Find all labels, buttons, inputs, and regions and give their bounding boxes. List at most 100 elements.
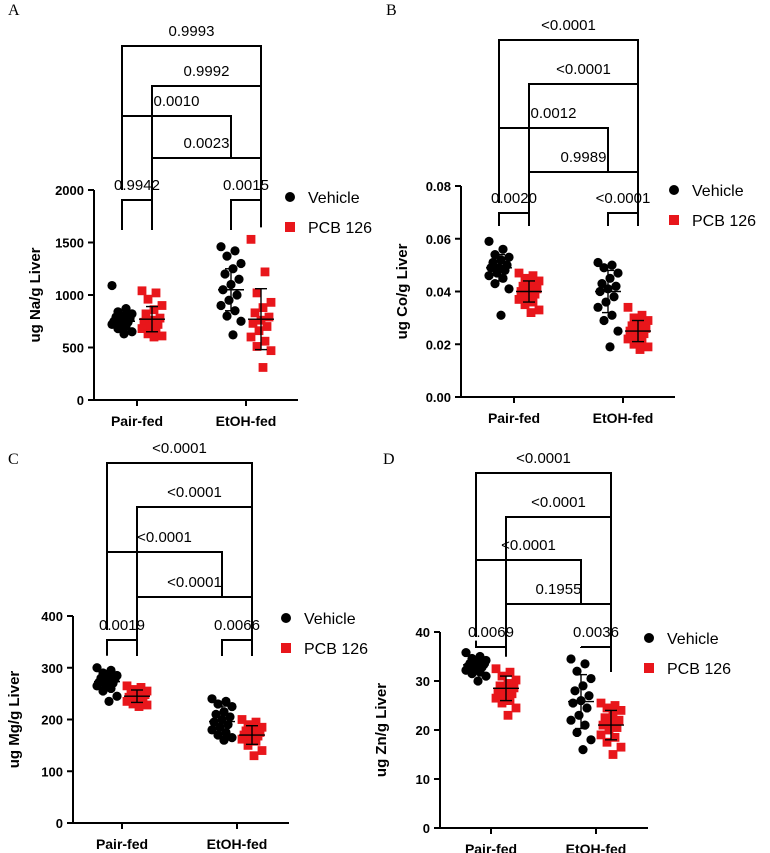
vehicle-point	[566, 654, 576, 664]
vehicle-point	[498, 244, 508, 254]
comparison-p-value: <0.0001	[501, 537, 556, 554]
pcb126-point	[616, 742, 626, 752]
vehicle-point	[572, 727, 582, 738]
panel-letter: D	[383, 451, 395, 468]
pcb126-point	[534, 305, 544, 315]
legend-label: Vehicle	[667, 631, 719, 648]
comparison-p-value: <0.0001	[541, 17, 596, 34]
comparison-p-value: 0.9989	[561, 149, 607, 166]
comparison-p-value: 0.0036	[573, 624, 619, 641]
pcb126-point	[157, 331, 167, 341]
vehicle-point	[601, 297, 611, 307]
x-tick-label: Pair-fed	[96, 836, 148, 852]
pcb126-point	[511, 675, 521, 685]
x-tick-label: Pair-fed	[488, 410, 540, 426]
pcb126-point	[245, 733, 255, 743]
comparison-p-value: 0.0023	[184, 135, 230, 152]
pcb126-point	[514, 268, 524, 278]
pcb126-point	[122, 696, 132, 706]
legend-label: Vehicle	[304, 611, 356, 628]
pcb126-point	[246, 234, 256, 244]
vehicle-point	[221, 727, 231, 738]
pcb126-point	[145, 322, 155, 331]
pcb126-point	[246, 332, 256, 342]
y-tick-label: 1000	[55, 288, 84, 303]
y-tick-label: 0.02	[426, 337, 451, 352]
vehicle-point	[613, 326, 623, 336]
pcb126-point	[248, 318, 258, 328]
vehicle-point	[236, 258, 246, 269]
vehicle-point	[578, 681, 588, 691]
comparison-bracket	[475, 640, 507, 657]
panel-letter: B	[386, 2, 397, 19]
pcb126-point	[497, 698, 507, 708]
vehicle-point	[221, 696, 231, 706]
pcb126-point	[526, 308, 536, 317]
y-axis-label: ug Zn/g Liver	[373, 683, 390, 777]
pcb126-point	[627, 321, 637, 331]
legend-label: PCB 126	[308, 220, 372, 237]
vehicle-point	[223, 720, 233, 730]
pcb126-point	[155, 313, 165, 323]
vehicle-point	[586, 673, 596, 684]
pcb126-point	[643, 316, 653, 325]
vehicle-point	[227, 733, 237, 743]
comparison-bracket	[230, 199, 262, 230]
vehicle-point	[593, 257, 603, 268]
vehicle-point	[593, 302, 603, 312]
vehicle-point	[473, 676, 483, 686]
vehicle-point	[467, 669, 477, 679]
pcb126-point	[149, 305, 159, 315]
vehicle-point	[580, 659, 590, 669]
panel-letter: C	[8, 451, 19, 468]
vehicle-point	[92, 681, 102, 691]
vehicle-point	[504, 252, 514, 262]
pcb126-point	[505, 667, 515, 677]
pcb126-point	[122, 681, 132, 691]
pcb126-point	[491, 693, 501, 703]
y-tick-label: 0.08	[426, 179, 451, 194]
comparison-p-value: <0.0001	[152, 440, 207, 457]
vehicle-point	[127, 327, 137, 337]
pcb126-point	[153, 320, 163, 329]
pcb126-point	[257, 746, 267, 755]
pcb126-point	[614, 715, 624, 725]
comparison-bracket	[580, 646, 612, 672]
pcb126-point	[257, 722, 267, 732]
pcb126-point	[493, 687, 503, 697]
legend-label: PCB 126	[692, 213, 756, 230]
y-axis-label: ug Mg/g Liver	[6, 671, 23, 769]
vehicle-point	[580, 720, 590, 730]
pcb126-point	[266, 346, 276, 356]
x-tick-label: EtOH-fed	[207, 836, 268, 852]
vehicle-point	[224, 295, 234, 305]
vehicle-point	[207, 694, 217, 704]
comparison-p-value: <0.0001	[596, 190, 651, 207]
pcb126-point	[643, 342, 653, 352]
pcb126-point	[251, 736, 261, 746]
y-tick-label: 100	[41, 764, 63, 779]
panel-c: C 0 100 200 300 400 Pair-fed EtOH-fed ug Mg/g Li…	[6, 440, 368, 852]
pcb126-point	[266, 297, 276, 307]
vehicle-point	[227, 701, 237, 712]
vehicle-point	[599, 315, 609, 326]
pcb126-point	[623, 334, 633, 344]
pcb126-point	[237, 734, 247, 744]
y-tick-label: 500	[62, 341, 84, 356]
vehicle-point	[605, 273, 615, 283]
comparison-p-value: <0.0001	[556, 61, 611, 78]
vehicle-point	[609, 292, 619, 302]
pcb126-point	[258, 363, 268, 372]
comparison-bracket	[221, 639, 253, 656]
y-tick-label: 30	[416, 674, 430, 689]
pcb126-point	[602, 703, 612, 713]
pcb126-point	[528, 271, 538, 281]
legend-label: PCB 126	[304, 641, 368, 658]
vehicle-point	[225, 712, 235, 722]
y-axis-label: ug Na/g Liver	[27, 247, 44, 342]
legend-label: Vehicle	[308, 190, 360, 207]
pcb126-point	[608, 710, 618, 720]
comparison-p-value: 0.0010	[154, 93, 200, 110]
vehicle-point	[496, 310, 506, 320]
comparison-bracket	[121, 199, 153, 230]
